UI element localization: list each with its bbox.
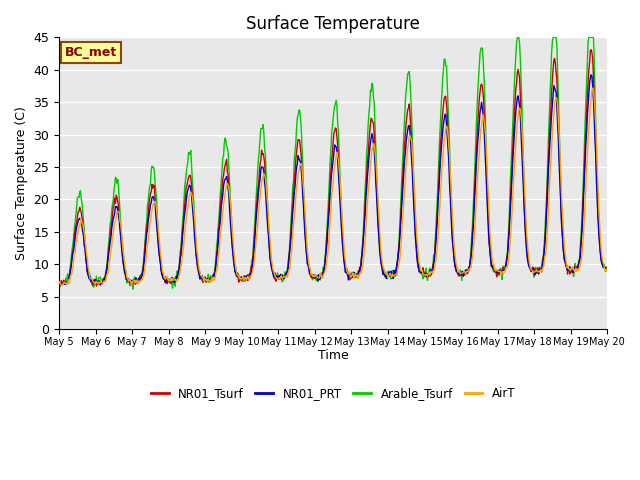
AirT — [604, 265, 611, 271]
NR01_Tsurf — [93, 283, 100, 289]
AirT — [589, 85, 596, 91]
NR01_Tsurf — [200, 277, 207, 283]
NR01_Tsurf — [177, 255, 184, 261]
Arable_Tsurf — [129, 286, 137, 292]
NR01_Tsurf — [604, 265, 611, 271]
Line: NR01_PRT: NR01_PRT — [59, 75, 607, 287]
NR01_PRT — [199, 277, 207, 283]
NR01_PRT — [175, 263, 183, 269]
NR01_PRT — [553, 105, 561, 110]
AirT — [58, 282, 66, 288]
NR01_PRT — [378, 264, 386, 270]
Line: Arable_Tsurf: Arable_Tsurf — [59, 37, 607, 289]
Arable_Tsurf — [177, 249, 184, 254]
AirT — [177, 269, 184, 275]
AirT — [326, 230, 333, 236]
NR01_Tsurf — [379, 264, 387, 270]
AirT — [554, 103, 561, 109]
Arable_Tsurf — [604, 265, 611, 271]
NR01_Tsurf — [433, 223, 440, 229]
NR01_Tsurf — [554, 101, 561, 107]
AirT — [55, 279, 63, 285]
Text: BC_met: BC_met — [65, 46, 117, 59]
AirT — [379, 262, 387, 268]
Arable_Tsurf — [514, 35, 522, 40]
Arable_Tsurf — [326, 180, 333, 185]
Arable_Tsurf — [379, 263, 387, 269]
Arable_Tsurf — [55, 280, 63, 286]
Arable_Tsurf — [555, 98, 563, 104]
Y-axis label: Surface Temperature (C): Surface Temperature (C) — [15, 106, 28, 260]
AirT — [200, 278, 207, 284]
NR01_PRT — [55, 284, 63, 289]
NR01_Tsurf — [55, 280, 63, 286]
NR01_Tsurf — [588, 47, 595, 52]
NR01_PRT — [324, 216, 332, 221]
X-axis label: Time: Time — [318, 349, 349, 362]
Legend: NR01_Tsurf, NR01_PRT, Arable_Tsurf, AirT: NR01_Tsurf, NR01_PRT, Arable_Tsurf, AirT — [146, 383, 520, 405]
NR01_Tsurf — [326, 195, 333, 201]
Arable_Tsurf — [433, 209, 440, 215]
Line: NR01_Tsurf: NR01_Tsurf — [59, 49, 607, 286]
Line: AirT: AirT — [59, 88, 607, 285]
Title: Surface Temperature: Surface Temperature — [246, 15, 420, 33]
NR01_PRT — [588, 72, 595, 78]
Arable_Tsurf — [200, 278, 207, 284]
NR01_PRT — [432, 240, 440, 246]
NR01_PRT — [604, 264, 611, 270]
AirT — [433, 250, 440, 255]
